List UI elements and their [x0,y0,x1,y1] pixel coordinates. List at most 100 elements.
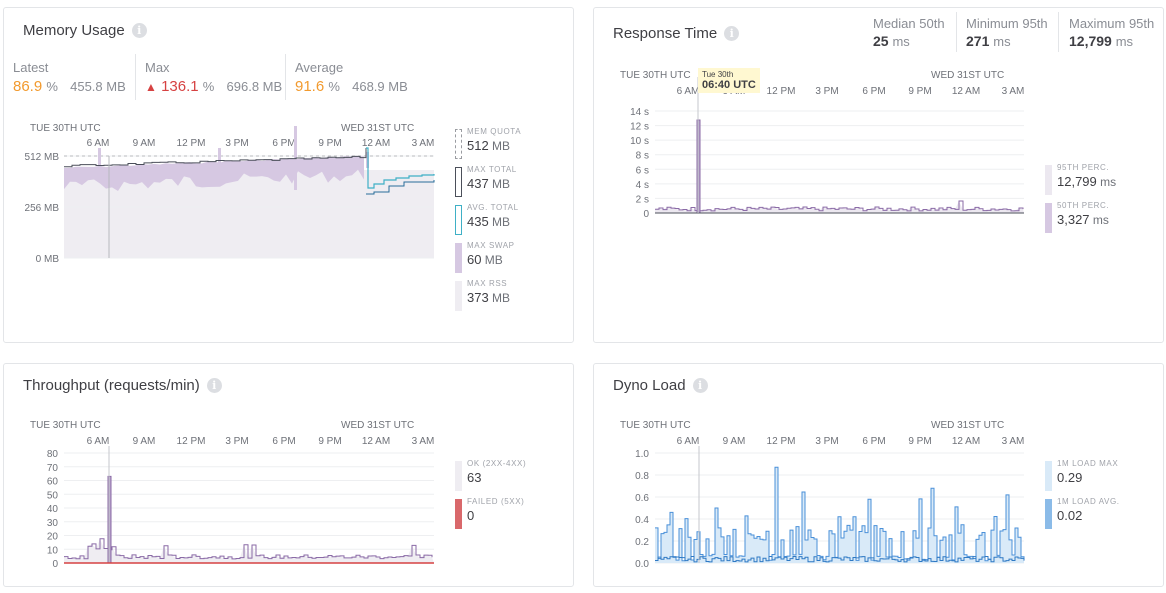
y-tick-label: 20 [47,532,59,543]
legend-number: 373 [467,290,489,305]
legend-item-p95[interactable]: 95TH PERC. 12,799 ms [1045,163,1116,201]
legend-swatch [455,243,462,273]
legend-item-p50[interactable]: 50TH PERC. 3,327 ms [1045,201,1116,239]
chart-tooltip: Tue 30th 06:40 UTC [698,68,760,93]
legend-value: 0 [467,508,526,523]
legend-label: MAX RSS [467,279,508,288]
legend-number: 435 [467,214,489,229]
ok-line [64,538,433,560]
legend-item-quota[interactable]: MEM QUOTA 512 MB [455,127,521,165]
info-icon[interactable]: i [206,378,222,393]
dyno-load-legend: 1M LOAD MAX 0.29 1M LOAD AVG. 0.02 [1045,459,1120,535]
time-tick-label: 6 AM [87,436,110,447]
legend-swatch [455,499,462,529]
dyno-load-chart[interactable]: TUE 30TH UTC WED 31ST UTC 6 AM 9 AM 12 PM 3 P… [594,416,1034,576]
y-tick-label: 2 s [636,194,649,205]
y-tick-label: 0.0 [635,559,649,570]
y-tick-label: 1.0 [635,449,649,460]
legend-item-maxtotal[interactable]: MAX TOTAL 437 MB [455,165,521,203]
legend-item-loadmax[interactable]: 1M LOAD MAX 0.29 [1045,459,1120,497]
memory-usage-chart[interactable]: TUE 30TH UTC WED 31ST UTC 6 AM 9 AM 12 PM 3 P… [4,108,444,268]
time-tick-label: 12 AM [952,86,980,97]
y-tick-label: 4 s [636,180,649,191]
legend-number: 63 [467,470,482,485]
info-icon[interactable]: i [692,378,708,393]
legend-unit: ms [1096,175,1117,189]
day-label: WED 31ST UTC [931,420,1004,431]
legend-item-ok[interactable]: OK (2XX-4XX) 63 [455,459,526,497]
legend-number: 0 [467,508,475,523]
throughput-panel: Throughput (requests/min) i TUE 30TH UTC W… [3,363,574,587]
legend-value: 0.29 [1057,470,1120,485]
dyno-load-title: Dyno Load i [613,377,708,394]
legend-value: 373 MB [467,290,521,305]
time-tick-label: 6 AM [87,138,110,149]
swap-spike [98,148,101,180]
time-tick-label: 9 AM [723,436,746,447]
time-tick-label: 12 PM [177,138,206,149]
swap-spike [218,148,221,178]
time-tick-label: 3 PM [815,86,838,97]
day-label: TUE 30TH UTC [620,420,691,431]
y-tick-label: 10 [47,545,59,556]
legend-number: 0.02 [1057,508,1083,523]
time-tick-label: 12 PM [177,436,206,447]
legend-label: 95TH PERC. [1057,163,1110,172]
legend-item-avgtotal[interactable]: AVG. TOTAL 435 MB [455,203,521,241]
time-tick-label: 3 AM [1002,86,1025,97]
y-tick-label: 0.2 [635,537,649,548]
y-tick-label: 0 [52,559,58,570]
info-icon[interactable]: i [131,23,147,38]
legend-unit: MB [488,291,511,305]
time-tick-label: 9 PM [908,86,931,97]
legend-item-rss[interactable]: MAX RSS 373 MB [455,279,521,317]
legend-swatch [455,205,462,235]
legend-value: 437 MB [467,176,521,191]
legend-swatch [1045,165,1052,195]
legend-unit: MB [481,253,503,267]
day-label: TUE 30TH UTC [30,420,101,431]
legend-item-loadavg[interactable]: 1M LOAD AVG. 0.02 [1045,497,1120,535]
memory-legend: MEM QUOTA 512 MB MAX TOTAL 437 MB AVG. TOTAL… [455,127,521,317]
day-label: WED 31ST UTC [931,70,1004,81]
time-tick-label: 3 PM [225,138,248,149]
memory-average-percent: 91.6 [295,78,325,95]
memory-stat-max: Max ▲ 136.1 % 696.8 MB [145,60,283,95]
legend-item-swap[interactable]: MAX SWAP 60 MB [455,241,521,279]
response-time-panel: Response Time i Median 50th 25 ms Minimum… [593,7,1164,343]
minimum-95th-stat: Minimum 95th 271 ms [966,16,1048,49]
p95-line [655,200,1024,212]
info-icon[interactable]: i [724,26,740,41]
y-tick-label: 512 MB [25,152,60,163]
stat-divider [956,12,957,52]
day-label: TUE 30TH UTC [620,70,691,81]
ok-area [64,538,434,563]
time-tick-label: 9 AM [133,436,156,447]
legend-number: 0.29 [1057,470,1083,485]
legend-item-failed[interactable]: FAILED (5XX) 0 [455,497,526,535]
legend-label: MAX SWAP [467,241,515,250]
legend-label: 50TH PERC. [1057,201,1110,210]
legend-swatch [455,129,462,159]
rss-area [64,170,434,258]
throughput-chart[interactable]: TUE 30TH UTC WED 31ST UTC 6 AM 9 AM 12 PM 3 P… [4,416,444,576]
time-tick-label: 6 PM [862,436,885,447]
response-time-legend: 95TH PERC. 12,799 ms 50TH PERC. 3,327 ms [1045,163,1116,239]
legend-number: 60 [467,252,482,267]
legend-swatch [1045,203,1052,233]
time-tick-label: 12 PM [767,436,796,447]
throughput-title: Throughput (requests/min) i [23,377,222,394]
avg-total-line-2 [366,180,435,195]
legend-swatch [455,281,462,311]
y-tick-label: 70 [47,463,59,474]
y-tick-label: 12 s [630,122,649,133]
load-max-area [655,467,1024,563]
memory-usage-title: Memory Usage i [23,22,147,39]
y-tick-label: 50 [47,490,59,501]
y-tick-label: 0.6 [635,493,649,504]
y-tick-label: 80 [47,449,59,460]
time-tick-label: 9 AM [133,138,156,149]
y-tick-label: 10 s [630,136,649,147]
memory-max-percent: 136.1 [161,78,199,95]
